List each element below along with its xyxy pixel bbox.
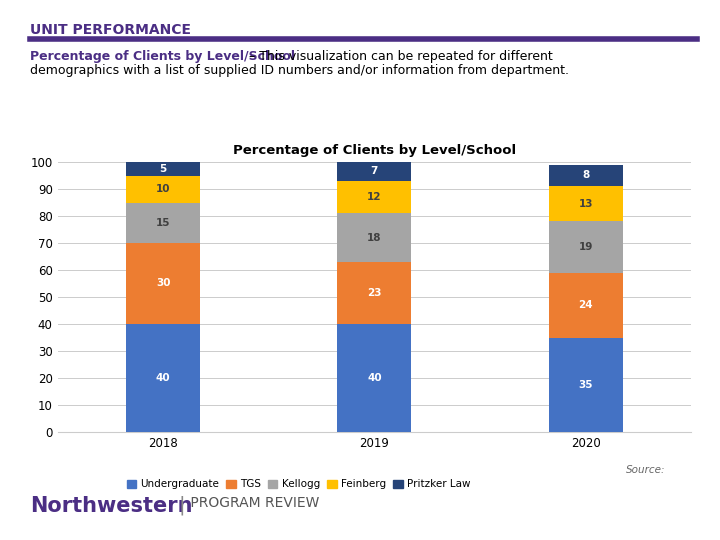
Text: 23: 23 [367,288,382,298]
Title: Percentage of Clients by Level/School: Percentage of Clients by Level/School [233,144,516,157]
Bar [126,176,200,202]
Text: UNIT PERFORMANCE: UNIT PERFORMANCE [30,23,192,37]
Bar [549,186,623,221]
Bar [338,324,411,432]
Text: |: | [179,496,185,515]
Bar [549,273,623,338]
Text: 19: 19 [578,242,593,252]
Bar [338,262,411,324]
Bar [338,213,411,262]
Text: 40: 40 [156,373,171,383]
Text: 24: 24 [578,300,593,310]
Text: 18: 18 [367,233,382,242]
Bar [549,165,623,186]
Text: demographics with a list of supplied ID numbers and/or information from departme: demographics with a list of supplied ID … [30,64,570,77]
Text: – This visualization can be repeated for different: – This visualization can be repeated for… [245,50,552,63]
Text: 7: 7 [371,166,378,177]
Text: 12: 12 [367,192,382,202]
Bar [126,243,200,324]
Text: 35: 35 [578,380,593,390]
Bar [338,162,411,181]
Text: Percentage of Clients by Level/School: Percentage of Clients by Level/School [30,50,295,63]
Legend: Undergraduate, TGS, Kellogg, Feinberg, Pritzker Law: Undergraduate, TGS, Kellogg, Feinberg, P… [122,475,474,494]
Text: Northwestern: Northwestern [30,496,193,516]
Bar [549,338,623,432]
Text: 30: 30 [156,279,171,288]
Text: 13: 13 [578,199,593,209]
Bar [126,202,200,243]
Bar [549,221,623,273]
Text: 8: 8 [582,171,589,180]
Text: 10: 10 [156,184,171,194]
Bar [126,324,200,432]
Text: 15: 15 [156,218,171,228]
Text: Source:: Source: [626,465,666,476]
Text: 5: 5 [160,164,167,174]
Bar [126,162,200,176]
Text: PROGRAM REVIEW: PROGRAM REVIEW [186,496,319,510]
Bar [338,181,411,213]
Text: 40: 40 [367,373,382,383]
